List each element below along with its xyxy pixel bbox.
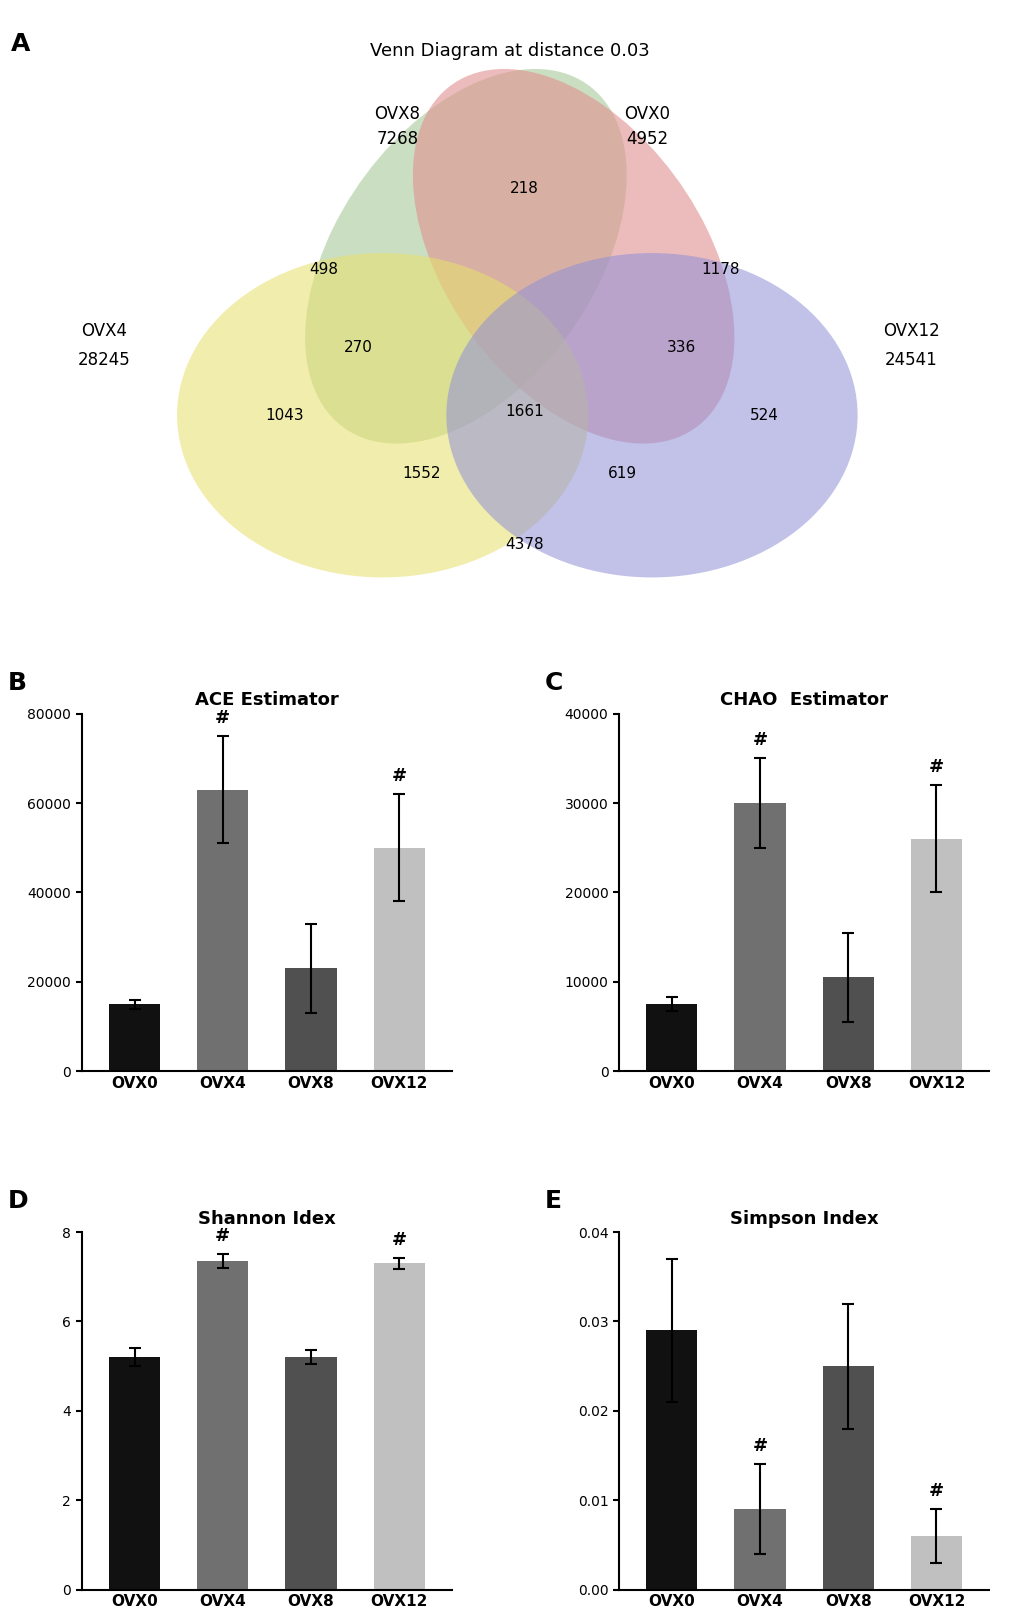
Bar [646,1004,697,1071]
Text: 4952: 4952 [626,130,667,149]
Bar [822,1366,873,1590]
Text: 218: 218 [510,180,539,196]
Text: A: A [10,32,30,57]
Text: B: B [7,672,26,694]
Text: 1661: 1661 [504,404,543,420]
Text: #: # [215,709,230,727]
Text: OVX4: OVX4 [81,321,126,341]
Text: D: D [7,1189,29,1213]
Text: 24541: 24541 [884,350,936,370]
Text: 1178: 1178 [701,261,739,277]
Text: #: # [215,1228,230,1246]
Bar [285,968,336,1071]
Bar [197,790,248,1071]
Ellipse shape [446,253,857,577]
Text: #: # [391,767,407,785]
Title: ACE Estimator: ACE Estimator [195,691,338,709]
Text: #: # [928,1483,944,1500]
Bar [285,1358,336,1590]
Text: 1552: 1552 [403,466,440,482]
Ellipse shape [305,70,626,443]
Title: Shannon Idex: Shannon Idex [198,1210,335,1228]
Title: Simpson Index: Simpson Index [730,1210,877,1228]
Bar [734,1508,785,1590]
Text: 270: 270 [343,339,372,355]
Text: #: # [752,1437,767,1455]
Bar [910,1536,961,1590]
Text: 7268: 7268 [376,130,418,149]
Bar [646,1330,697,1590]
Bar [109,1358,160,1590]
Text: 524: 524 [749,407,779,423]
Text: OVX8: OVX8 [374,104,420,123]
Text: 498: 498 [309,261,338,277]
Text: 28245: 28245 [77,350,129,370]
Ellipse shape [413,70,734,443]
Text: 619: 619 [607,466,637,482]
Bar [373,1264,424,1590]
Text: #: # [752,732,767,749]
Text: #: # [391,1231,407,1249]
Bar [373,848,424,1071]
Text: #: # [928,757,944,777]
Text: C: C [544,672,562,694]
Text: 4378: 4378 [504,537,543,553]
Bar [109,1004,160,1071]
Text: E: E [544,1189,561,1213]
Title: CHAO  Estimator: CHAO Estimator [719,691,888,709]
Bar [822,978,873,1071]
Ellipse shape [177,253,588,577]
Text: 1043: 1043 [265,407,304,423]
Text: OVX0: OVX0 [624,104,669,123]
Bar [910,839,961,1071]
Text: 336: 336 [666,339,695,355]
Text: OVX12: OVX12 [882,321,938,341]
Bar [197,1262,248,1590]
Bar [734,803,785,1071]
Text: Venn Diagram at distance 0.03: Venn Diagram at distance 0.03 [370,42,649,60]
